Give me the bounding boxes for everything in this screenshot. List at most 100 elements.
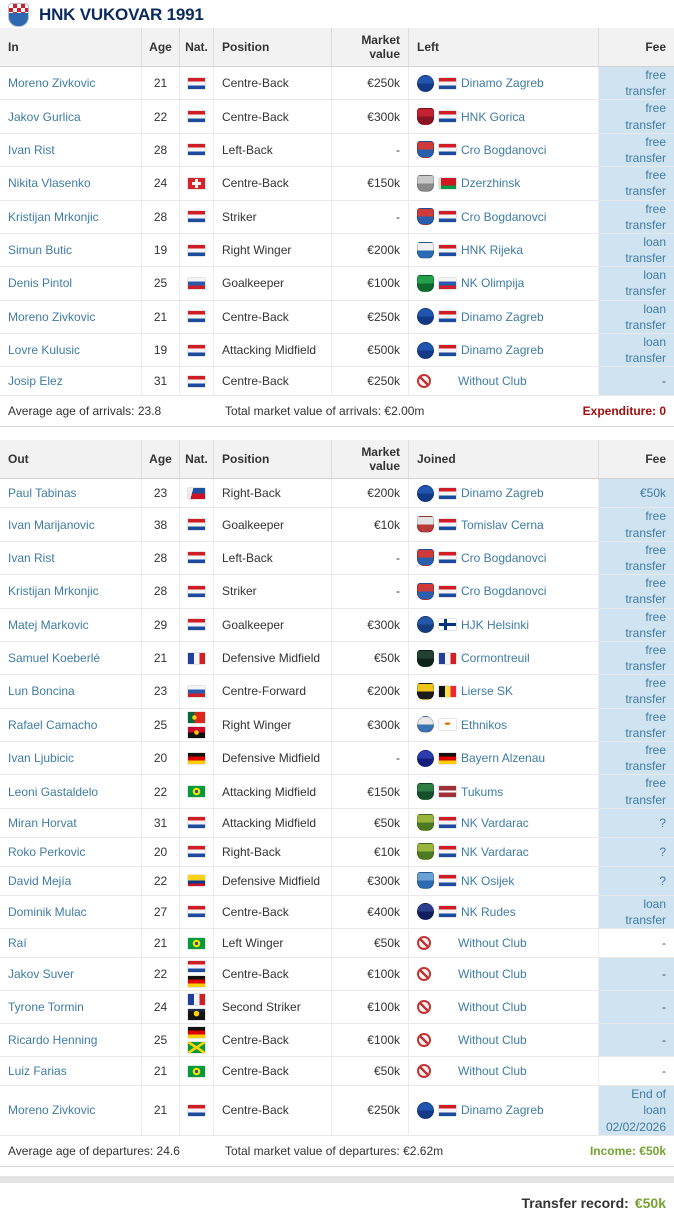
club-name-link[interactable]: HJK Helsinki bbox=[461, 617, 530, 632]
player-name-link[interactable]: Moreno Zivkovic bbox=[8, 309, 96, 324]
player-name-link[interactable]: Samuel Koeberlé bbox=[8, 651, 101, 666]
player-name-link[interactable]: Roko Perkovic bbox=[8, 844, 86, 859]
tomislav-cerna-badge-icon[interactable] bbox=[417, 516, 434, 534]
club-name-link[interactable]: Cro Bogdanovci bbox=[461, 142, 547, 157]
fee-cell[interactable]: loan transfer bbox=[598, 895, 674, 929]
fee-cell[interactable]: free transfer bbox=[598, 200, 674, 233]
fee-cell[interactable]: End of loan 02/02/2026 bbox=[598, 1086, 674, 1135]
cro-bogdanovci-badge-icon[interactable] bbox=[417, 208, 434, 226]
club-name-link[interactable]: NK Olimpija bbox=[461, 276, 525, 291]
player-name-link[interactable]: Simun Butic bbox=[8, 243, 73, 258]
tukums-badge-icon[interactable] bbox=[417, 783, 434, 801]
fee-cell[interactable]: free transfer bbox=[598, 167, 674, 200]
without-club-icon[interactable] bbox=[417, 936, 431, 951]
club-name-link[interactable]: Lierse SK bbox=[461, 684, 514, 699]
player-name-link[interactable]: Denis Pintol bbox=[8, 276, 73, 291]
fee-cell[interactable]: loan transfer bbox=[598, 267, 674, 300]
player-name-link[interactable]: Raí bbox=[8, 936, 27, 951]
without-club-icon[interactable] bbox=[417, 1064, 431, 1079]
club-name-link[interactable]: Without Club bbox=[458, 1064, 527, 1079]
fee-cell[interactable]: free transfer bbox=[598, 775, 674, 808]
player-name-link[interactable]: Lovre Kulusic bbox=[8, 343, 81, 358]
player-name-link[interactable]: Kristijan Mrkonjic bbox=[8, 584, 99, 599]
cro-bogdanovci-badge-icon[interactable] bbox=[417, 141, 434, 159]
club-name-link[interactable]: Cormontreuil bbox=[461, 651, 530, 666]
nk-vardarac-badge-icon[interactable] bbox=[417, 843, 434, 861]
fee-cell[interactable]: free transfer bbox=[598, 742, 674, 775]
fee-cell[interactable]: free transfer bbox=[598, 67, 674, 100]
club-name-link[interactable]: Ethnikos bbox=[461, 717, 508, 732]
club-name-link[interactable]: Dinamo Zagreb bbox=[461, 309, 544, 324]
player-name-link[interactable]: Ivan Marijanovic bbox=[8, 517, 95, 532]
without-club-icon[interactable] bbox=[417, 1000, 431, 1015]
nk-osijek-badge-icon[interactable] bbox=[417, 872, 434, 890]
fee-cell[interactable]: free transfer bbox=[598, 575, 674, 608]
ethnikos-badge-icon[interactable] bbox=[417, 716, 434, 734]
cro-bogdanovci-badge-icon[interactable] bbox=[417, 549, 434, 567]
fee-cell[interactable]: free transfer bbox=[598, 708, 674, 741]
club-name-link[interactable]: NK Vardarac bbox=[461, 844, 529, 859]
player-name-link[interactable]: Tyrone Tormin bbox=[8, 1000, 84, 1015]
club-name-link[interactable]: Without Club bbox=[458, 374, 527, 389]
player-name-link[interactable]: Jakov Suver bbox=[8, 967, 75, 982]
fee-cell[interactable]: free transfer bbox=[598, 675, 674, 708]
hjk-helsinki-badge-icon[interactable] bbox=[417, 616, 434, 634]
club-name-link[interactable]: Tukums bbox=[461, 784, 504, 799]
fee-cell[interactable]: free transfer bbox=[598, 541, 674, 575]
club-name-link[interactable]: Dinamo Zagreb bbox=[461, 343, 544, 358]
club-name-link[interactable]: HNK Rijeka bbox=[461, 243, 524, 258]
player-name-link[interactable]: Josip Elez bbox=[8, 374, 63, 389]
without-club-icon[interactable] bbox=[417, 967, 431, 982]
without-club-icon[interactable] bbox=[417, 374, 431, 389]
player-name-link[interactable]: Nikita Vlasenko bbox=[8, 176, 91, 191]
player-name-link[interactable]: David Mejía bbox=[8, 873, 72, 888]
player-name-link[interactable]: Leoni Gastaldelo bbox=[8, 784, 99, 799]
player-name-link[interactable]: Ivan Rist bbox=[8, 142, 55, 157]
dinamo-zagreb-badge-icon[interactable] bbox=[417, 74, 434, 92]
club-name-link[interactable]: Cro Bogdanovci bbox=[461, 584, 547, 599]
lierse-sk-badge-icon[interactable] bbox=[417, 682, 434, 700]
player-name-link[interactable]: Miran Horvat bbox=[8, 815, 77, 830]
player-name-link[interactable]: Rafael Camacho bbox=[8, 717, 98, 732]
fee-cell[interactable]: €50k bbox=[598, 479, 674, 508]
club-name-link[interactable]: Without Club bbox=[458, 1033, 527, 1048]
nk-rudes-badge-icon[interactable] bbox=[417, 903, 434, 921]
fee-cell[interactable]: ? bbox=[598, 808, 674, 837]
club-name-link[interactable]: Cro Bogdanovci bbox=[461, 550, 547, 565]
hnk-gorica-badge-icon[interactable] bbox=[417, 108, 434, 126]
hnk-rijeka-badge-icon[interactable] bbox=[417, 241, 434, 259]
player-name-link[interactable]: Moreno Zivkovic bbox=[8, 76, 96, 91]
club-name-link[interactable]: Tomislav Cerna bbox=[461, 517, 544, 532]
club-name-link[interactable]: NK Vardarac bbox=[461, 815, 529, 830]
fee-cell[interactable]: free transfer bbox=[598, 100, 674, 133]
club-name-link[interactable]: Dinamo Zagreb bbox=[461, 486, 544, 501]
club-name-link[interactable]: Without Club bbox=[458, 936, 527, 951]
without-club-icon[interactable] bbox=[417, 1033, 431, 1048]
club-name-link[interactable]: NK Rudes bbox=[461, 904, 516, 919]
fee-cell[interactable]: loan transfer bbox=[598, 300, 674, 333]
dinamo-zagreb-badge-icon[interactable] bbox=[417, 1101, 434, 1119]
player-name-link[interactable]: Jakov Gurlica bbox=[8, 109, 81, 124]
player-name-link[interactable]: Lun Boncina bbox=[8, 684, 75, 699]
dzerzhinsk-badge-icon[interactable] bbox=[417, 174, 434, 192]
player-name-link[interactable]: Paul Tabinas bbox=[8, 486, 77, 501]
player-name-link[interactable]: Ivan Ljubicic bbox=[8, 751, 75, 766]
fee-cell[interactable]: free transfer bbox=[598, 133, 674, 167]
club-name-link[interactable]: HNK Gorica bbox=[461, 109, 526, 124]
club-name-link[interactable]: Dinamo Zagreb bbox=[461, 1103, 544, 1118]
fee-cell[interactable]: loan transfer bbox=[598, 334, 674, 367]
fee-cell[interactable]: free transfer bbox=[598, 608, 674, 641]
club-name-link[interactable]: Cro Bogdanovci bbox=[461, 209, 547, 224]
nk-olimpija-badge-icon[interactable] bbox=[417, 274, 434, 292]
nk-vardarac-badge-icon[interactable] bbox=[417, 814, 434, 832]
player-name-link[interactable]: Ivan Rist bbox=[8, 550, 55, 565]
fee-cell[interactable]: loan transfer bbox=[598, 233, 674, 267]
club-name-link[interactable]: Dzerzhinsk bbox=[461, 176, 521, 191]
club-name-link[interactable]: NK Osijek bbox=[461, 873, 515, 888]
fee-cell[interactable]: free transfer bbox=[598, 641, 674, 675]
club-name-link[interactable]: Without Club bbox=[458, 1000, 527, 1015]
dinamo-zagreb-badge-icon[interactable] bbox=[417, 308, 434, 326]
player-name-link[interactable]: Moreno Zivkovic bbox=[8, 1103, 96, 1118]
cormontreuil-badge-icon[interactable] bbox=[417, 649, 434, 667]
club-name-link[interactable]: Dinamo Zagreb bbox=[461, 76, 544, 91]
